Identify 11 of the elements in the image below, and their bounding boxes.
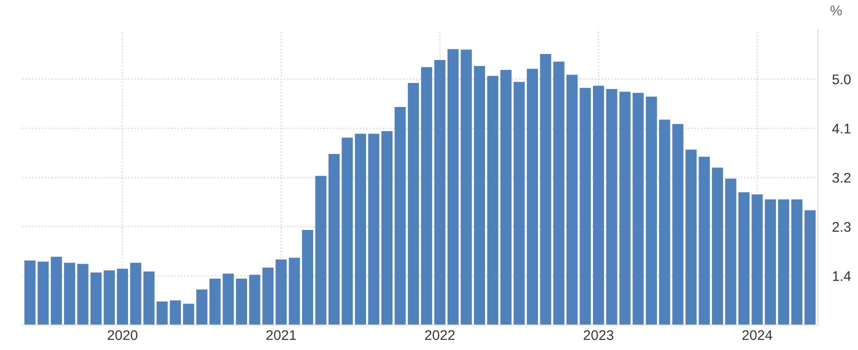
y-tick-label: 3.2 [832, 172, 850, 183]
x-tick-label: 2021 [266, 330, 296, 340]
x-tick-label: 2024 [742, 330, 772, 340]
y-axis-title: % [830, 6, 842, 16]
y-tick-label: 5.0 [832, 74, 851, 84]
y-tick-label: 1.4 [832, 271, 851, 281]
x-tick-label: 2023 [584, 330, 614, 340]
y-tick-label: 4.1 [832, 124, 851, 134]
x-tick-label: 2020 [108, 330, 138, 340]
y-tick-label: 2.3 [832, 222, 851, 232]
x-tick-label: 2022 [425, 330, 455, 340]
